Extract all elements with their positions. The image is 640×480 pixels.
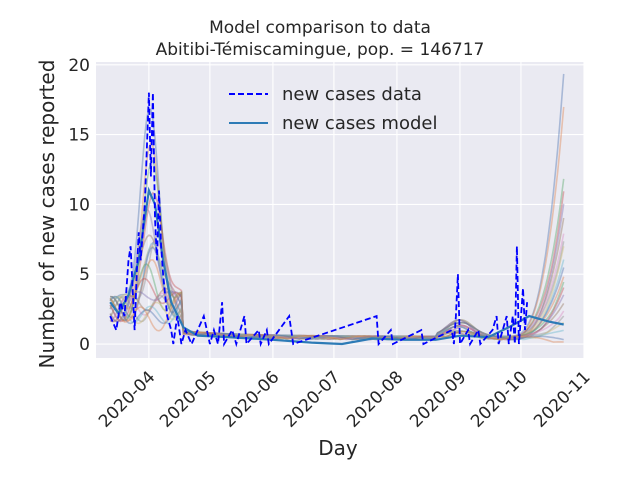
chart-subtitle: Abitibi-Témiscamingue, pop. = 146717 <box>155 40 485 60</box>
y-tick-label: 5 <box>79 265 90 285</box>
y-tick-label: 15 <box>68 126 90 146</box>
model-run-line <box>110 291 564 341</box>
model-run-line <box>109 234 565 341</box>
model-run-line <box>109 292 565 341</box>
y-tick-label: 10 <box>68 195 90 215</box>
x-tick-label: 2020-11 <box>530 367 594 431</box>
grid-lines <box>96 62 585 358</box>
y-tick-label: 20 <box>68 56 90 76</box>
data-lines <box>109 92 564 348</box>
x-axis-label: Day <box>318 436 358 460</box>
x-tick-label: 2020-08 <box>343 367 407 431</box>
x-tick-label: 2020-05 <box>156 367 220 431</box>
y-tick-label: 0 <box>79 335 90 355</box>
y-axis-ticks: 0 5 10 15 20 <box>68 56 90 355</box>
x-tick-label: 2020-07 <box>280 367 344 431</box>
x-tick-label: 2020-10 <box>467 367 531 431</box>
chart-title: Model comparison to data <box>209 18 431 38</box>
x-tick-label: 2020-09 <box>406 367 470 431</box>
y-axis-label: Number of new cases reported <box>35 60 59 369</box>
legend-label: new cases data <box>282 84 422 105</box>
legend-label: new cases model <box>282 113 437 134</box>
data-series-line <box>109 92 528 348</box>
x-tick-label: 2020-04 <box>95 367 159 431</box>
model-run-line <box>110 259 565 341</box>
x-tick-label: 2020-06 <box>219 367 283 431</box>
legend: new cases data new cases model <box>229 84 437 134</box>
x-axis-ticks: 2020-042020-052020-062020-072020-082020-… <box>95 367 595 431</box>
plot-area <box>96 62 584 358</box>
model-run-line <box>110 160 565 341</box>
